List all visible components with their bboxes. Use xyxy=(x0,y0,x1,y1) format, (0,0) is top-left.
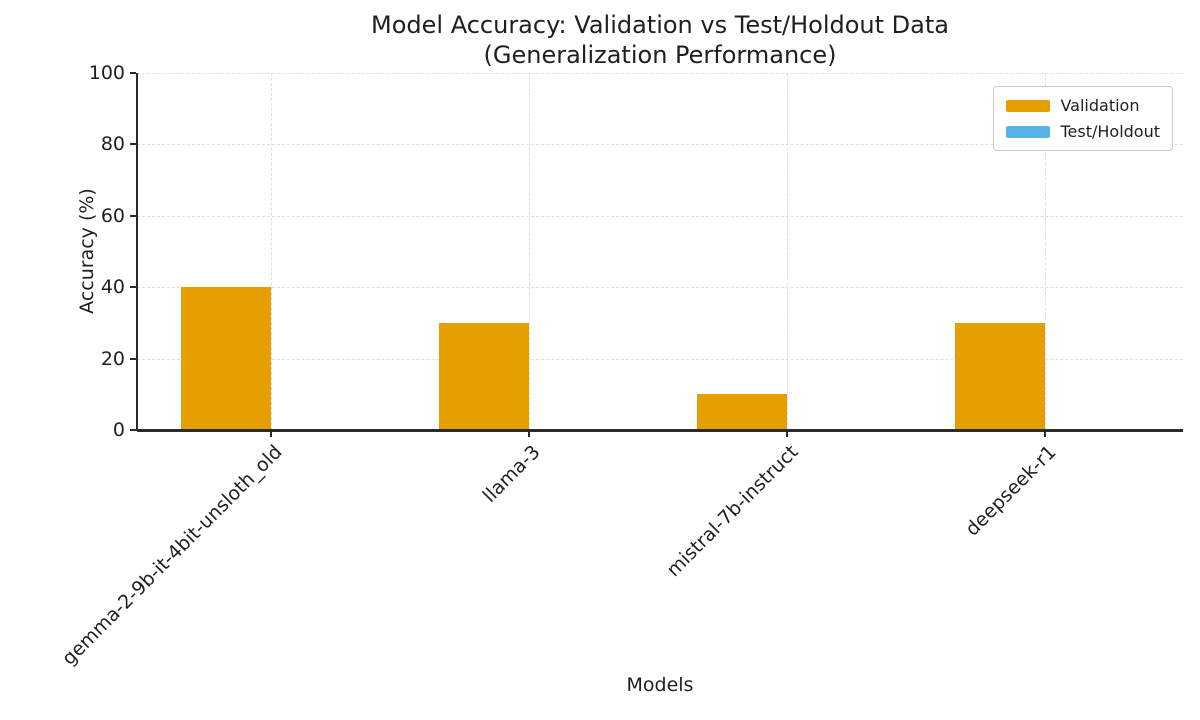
y-axis-spine xyxy=(135,73,138,431)
y-tick-80 xyxy=(130,143,136,146)
bar-validation-1 xyxy=(181,287,271,430)
y-tick-40 xyxy=(130,286,136,289)
x-tick-label-4: deepseek-r1 xyxy=(961,441,1061,541)
gridline-y-40 xyxy=(137,287,1183,289)
x-tick-label-2: llama-3 xyxy=(478,441,545,507)
legend-item-test-holdout: Test/Holdout xyxy=(1006,122,1160,141)
chart-title-line2: (Generalization Performance) xyxy=(483,41,837,70)
x-tick-label-3: mistral-7b-instruct xyxy=(662,441,803,582)
bar-validation-2 xyxy=(439,322,529,430)
x-tick-label-1: gemma-2-9b-it-4bit-unsloth_old xyxy=(57,441,287,670)
chart-title-line1: Model Accuracy: Validation vs Test/Holdo… xyxy=(371,11,949,39)
x-axis-label: Models xyxy=(626,674,694,696)
y-tick-label-100: 100 xyxy=(88,62,125,84)
x-tick-3 xyxy=(786,431,788,437)
legend-item-validation: Validation xyxy=(1006,96,1160,115)
y-tick-label-0: 0 xyxy=(112,419,125,441)
y-tick-20 xyxy=(130,357,136,360)
validation-swatch-icon xyxy=(1006,99,1051,112)
bar-validation-4 xyxy=(955,322,1045,430)
y-tick-label-60: 60 xyxy=(100,204,125,227)
x-tick-1 xyxy=(270,431,272,437)
y-tick-label-80: 80 xyxy=(100,133,125,156)
x-tick-2 xyxy=(528,431,530,437)
x-tick-4 xyxy=(1044,431,1046,437)
gridline-y-20 xyxy=(137,358,1183,360)
y-tick-label-20: 20 xyxy=(100,347,125,370)
y-tick-100 xyxy=(130,72,136,74)
y-tick-60 xyxy=(130,214,136,217)
test-holdout-swatch-icon xyxy=(1006,125,1051,138)
plot-area xyxy=(137,73,1183,430)
gridline-x-1 xyxy=(271,73,272,430)
gridline-x-2 xyxy=(529,73,530,430)
gridline-y-80 xyxy=(137,144,1183,146)
legend-label-validation: Validation xyxy=(1060,96,1140,115)
bar-validation-3 xyxy=(697,394,787,430)
gridline-x-4 xyxy=(1045,73,1046,430)
y-tick-label-40: 40 xyxy=(100,276,125,299)
legend-label-test-holdout: Test/Holdout xyxy=(1060,122,1160,141)
legend: Validation Test/Holdout xyxy=(993,86,1173,151)
y-tick-0 xyxy=(130,429,136,431)
gridline-y-100 xyxy=(137,73,1183,74)
gridline-x-3 xyxy=(787,73,788,430)
gridline-y-60 xyxy=(137,215,1183,217)
x-axis-spine xyxy=(137,429,1183,432)
chart-title: Model Accuracy: Validation vs Test/Holdo… xyxy=(137,10,1183,70)
